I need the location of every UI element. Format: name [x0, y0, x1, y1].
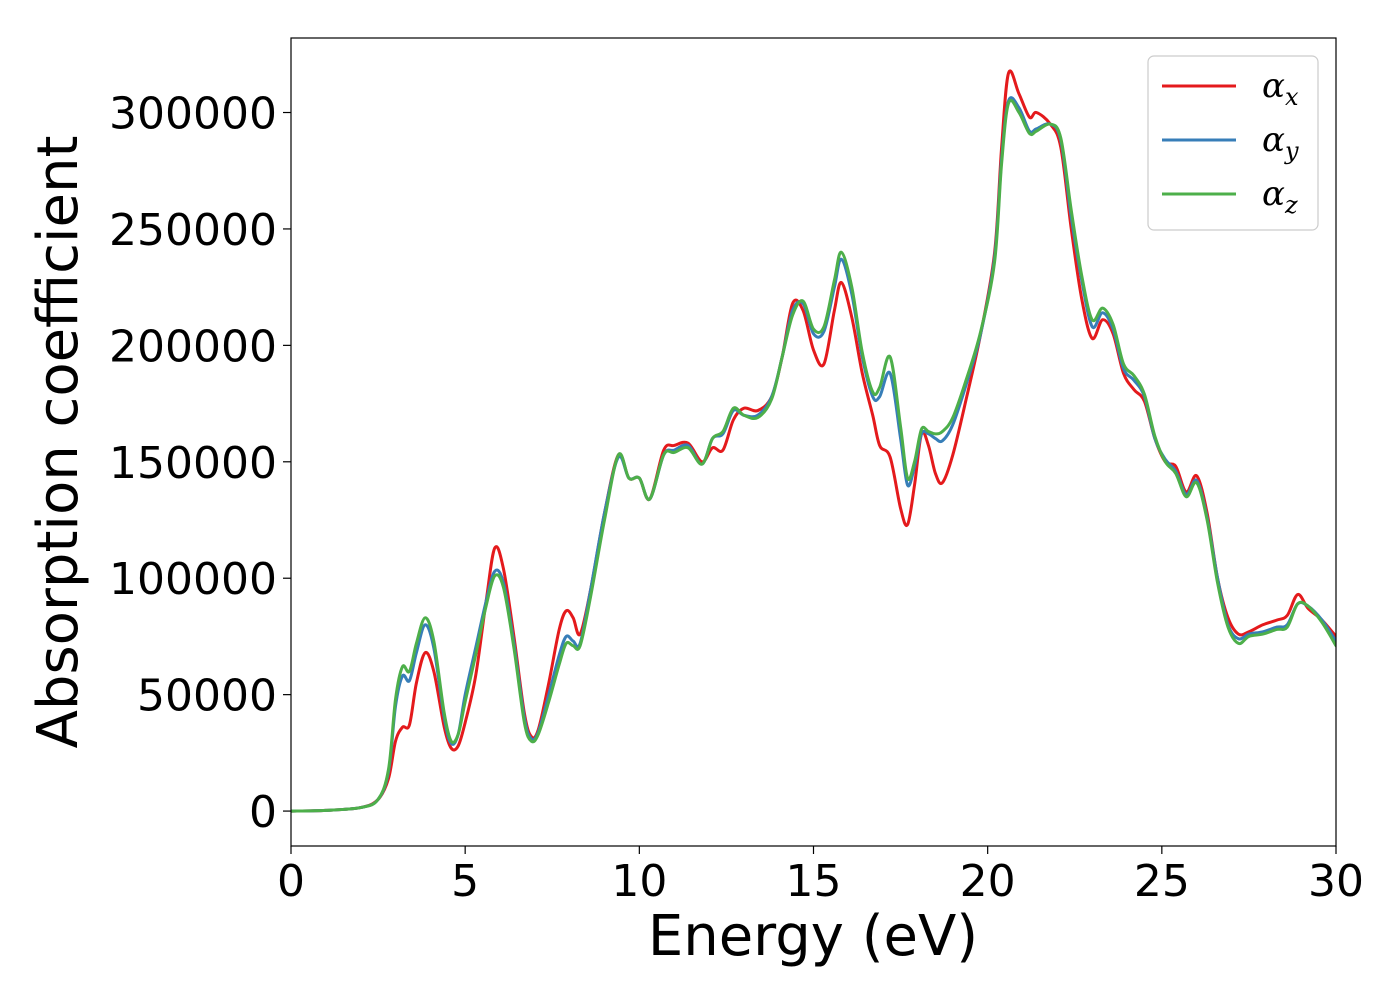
y-tick-label: 50000: [137, 671, 277, 722]
y-axis-title: Absorption coefficient: [26, 136, 91, 749]
legend-symbol: α: [1262, 120, 1285, 160]
y-tick-label: 300000: [109, 89, 277, 140]
x-axis-title: Energy (eV): [648, 904, 978, 969]
x-tick-label: 20: [960, 856, 1016, 907]
x-tick-label: 15: [786, 856, 842, 907]
y-tick-label: 150000: [109, 438, 277, 489]
series-line-alpha-z: [291, 98, 1336, 813]
x-tick-label: 0: [277, 856, 305, 907]
y-tick-label: 200000: [109, 321, 277, 372]
legend-subscript: x: [1285, 83, 1299, 111]
legend-subscript: z: [1284, 191, 1298, 219]
y-axis: 0 50000 100000 150000 200000 250000 300000: [109, 89, 291, 838]
legend-label-alpha-y: αy: [1262, 120, 1299, 165]
legend-box: [1147, 55, 1319, 231]
series-layer: [291, 69, 1336, 813]
x-tick-label: 10: [611, 856, 667, 907]
y-tick-label: 0: [249, 787, 277, 838]
legend-subscript: y: [1284, 137, 1299, 165]
legend-label-alpha-z: αz: [1262, 174, 1298, 219]
x-tick-label: 5: [451, 856, 479, 907]
x-tick-label: 30: [1308, 856, 1364, 907]
y-tick-label: 250000: [109, 205, 277, 256]
x-tick-label: 25: [1134, 856, 1190, 907]
legend-symbol: α: [1262, 66, 1285, 106]
legend-symbol: α: [1262, 174, 1285, 214]
legend-label-alpha-x: αx: [1262, 66, 1299, 111]
y-tick-label: 100000: [109, 554, 277, 605]
x-axis: 0 5 10 15 20 25 30: [277, 846, 1364, 907]
